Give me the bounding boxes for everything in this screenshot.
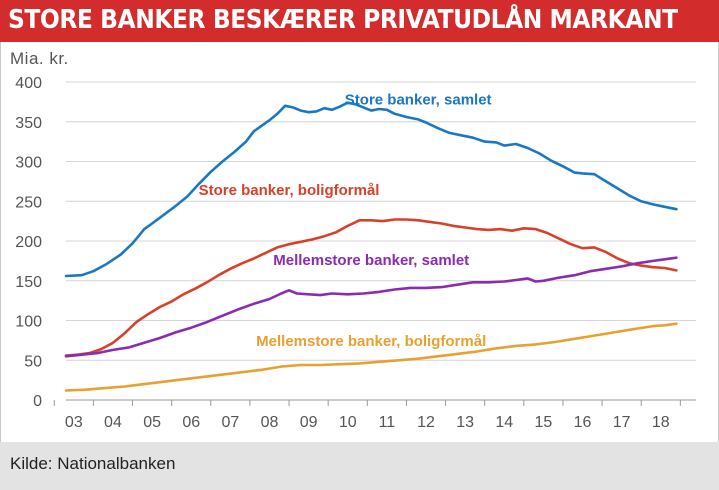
axis-layer: 0 50 100 150 200 250 300 350 400 03 04 05 06 07 08 09 10… xyxy=(15,75,696,431)
x-tick-label: 15 xyxy=(534,414,552,431)
y-tick-label: 100 xyxy=(15,314,42,331)
y-tick-label: 350 xyxy=(15,115,42,132)
y-tick-label: 0 xyxy=(33,393,42,410)
x-tick-label: 12 xyxy=(417,414,435,431)
y-tick-label: 150 xyxy=(15,274,42,291)
y-tick-label: 50 xyxy=(24,353,42,370)
x-tick-label: 04 xyxy=(104,414,122,431)
series-label: Mellemstore banker, samlet xyxy=(273,252,469,269)
series-label-layer: Store banker, samlet Store banker, boligf… xyxy=(199,91,492,350)
source-bar: Kilde: Nationalbanken xyxy=(0,442,719,490)
x-tick-label: 14 xyxy=(495,414,513,431)
y-axis-unit-label: Mia. kr. xyxy=(10,49,69,68)
grid-layer xyxy=(66,81,696,361)
x-tick-label: 09 xyxy=(300,414,318,431)
x-tick-label: 16 xyxy=(574,414,592,431)
series-label: Store banker, samlet xyxy=(345,91,492,108)
x-tick-label: 10 xyxy=(339,414,357,431)
x-tick-label: 03 xyxy=(65,414,83,431)
x-tick-label: 08 xyxy=(261,414,279,431)
series-label: Mellemstore banker, boligformål xyxy=(256,333,486,350)
source-text: Kilde: Nationalbanken xyxy=(10,454,176,473)
x-tick-label: 17 xyxy=(613,414,631,431)
y-tick-label: 300 xyxy=(15,155,42,172)
x-tick-label: 06 xyxy=(182,414,200,431)
series-line xyxy=(64,218,678,357)
series-label: Store banker, boligformål xyxy=(199,182,380,199)
x-tick-label: 13 xyxy=(456,414,474,431)
line-chart: 0 50 100 150 200 250 300 350 400 03 04 05 06 07 08 09 10… xyxy=(15,75,696,431)
x-tick-label: 07 xyxy=(221,414,239,431)
y-tick-label: 200 xyxy=(15,234,42,251)
title-bar: STORE BANKER BESKÆRER PRIVATUDLÅN MARKAN… xyxy=(0,0,719,42)
page-title: STORE BANKER BESKÆRER PRIVATUDLÅN MARKAN… xyxy=(8,5,678,35)
x-tick-label: 11 xyxy=(379,414,396,431)
series-line xyxy=(64,322,678,392)
y-tick-label: 250 xyxy=(15,194,42,211)
y-tick-label: 400 xyxy=(15,75,42,92)
series-line xyxy=(64,101,678,278)
series-line xyxy=(64,256,678,358)
x-tick-label: 05 xyxy=(143,414,161,431)
series-layer xyxy=(64,101,678,392)
x-tick-label: 18 xyxy=(652,414,670,431)
